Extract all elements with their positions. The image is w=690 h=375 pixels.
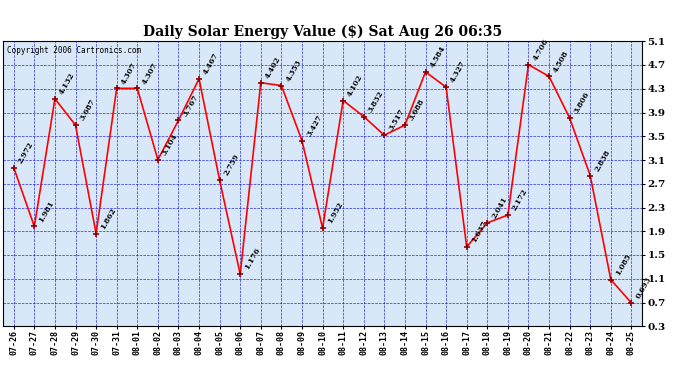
Title: Daily Solar Energy Value ($) Sat Aug 26 06:35: Daily Solar Energy Value ($) Sat Aug 26 … <box>143 24 502 39</box>
Text: 1.952: 1.952 <box>326 201 344 225</box>
Text: 3.104: 3.104 <box>161 132 179 157</box>
Text: 3.832: 3.832 <box>366 89 386 114</box>
Text: 3.806: 3.806 <box>573 91 591 115</box>
Text: 4.132: 4.132 <box>58 71 77 96</box>
Text: 4.307: 4.307 <box>140 61 159 86</box>
Text: 2.972: 2.972 <box>17 140 35 165</box>
Text: Copyright 2006 Cartronics.com: Copyright 2006 Cartronics.com <box>7 45 141 54</box>
Text: 4.508: 4.508 <box>552 49 571 74</box>
Text: 2.759: 2.759 <box>222 153 242 177</box>
Text: 4.307: 4.307 <box>119 61 139 86</box>
Text: 1.862: 1.862 <box>99 206 118 231</box>
Text: 0.693: 0.693 <box>634 276 653 300</box>
Text: 2.172: 2.172 <box>511 188 529 212</box>
Text: 4.467: 4.467 <box>201 51 221 76</box>
Text: 3.517: 3.517 <box>387 108 406 132</box>
Text: 4.584: 4.584 <box>428 44 447 69</box>
Text: 3.688: 3.688 <box>408 98 426 122</box>
Text: 4.706: 4.706 <box>531 37 550 62</box>
Text: 1.637: 1.637 <box>469 219 489 244</box>
Text: 4.353: 4.353 <box>284 58 303 83</box>
Text: 4.402: 4.402 <box>264 55 282 80</box>
Text: 4.102: 4.102 <box>346 73 365 98</box>
Text: 1.981: 1.981 <box>37 199 56 223</box>
Text: 3.687: 3.687 <box>78 98 97 122</box>
Text: 1.176: 1.176 <box>243 247 262 272</box>
Text: 3.427: 3.427 <box>305 113 324 138</box>
Text: 1.085: 1.085 <box>613 252 633 277</box>
Text: 2.041: 2.041 <box>490 195 509 220</box>
Text: 4.327: 4.327 <box>449 60 468 84</box>
Text: 2.838: 2.838 <box>593 148 612 173</box>
Text: 3.767: 3.767 <box>181 93 200 118</box>
